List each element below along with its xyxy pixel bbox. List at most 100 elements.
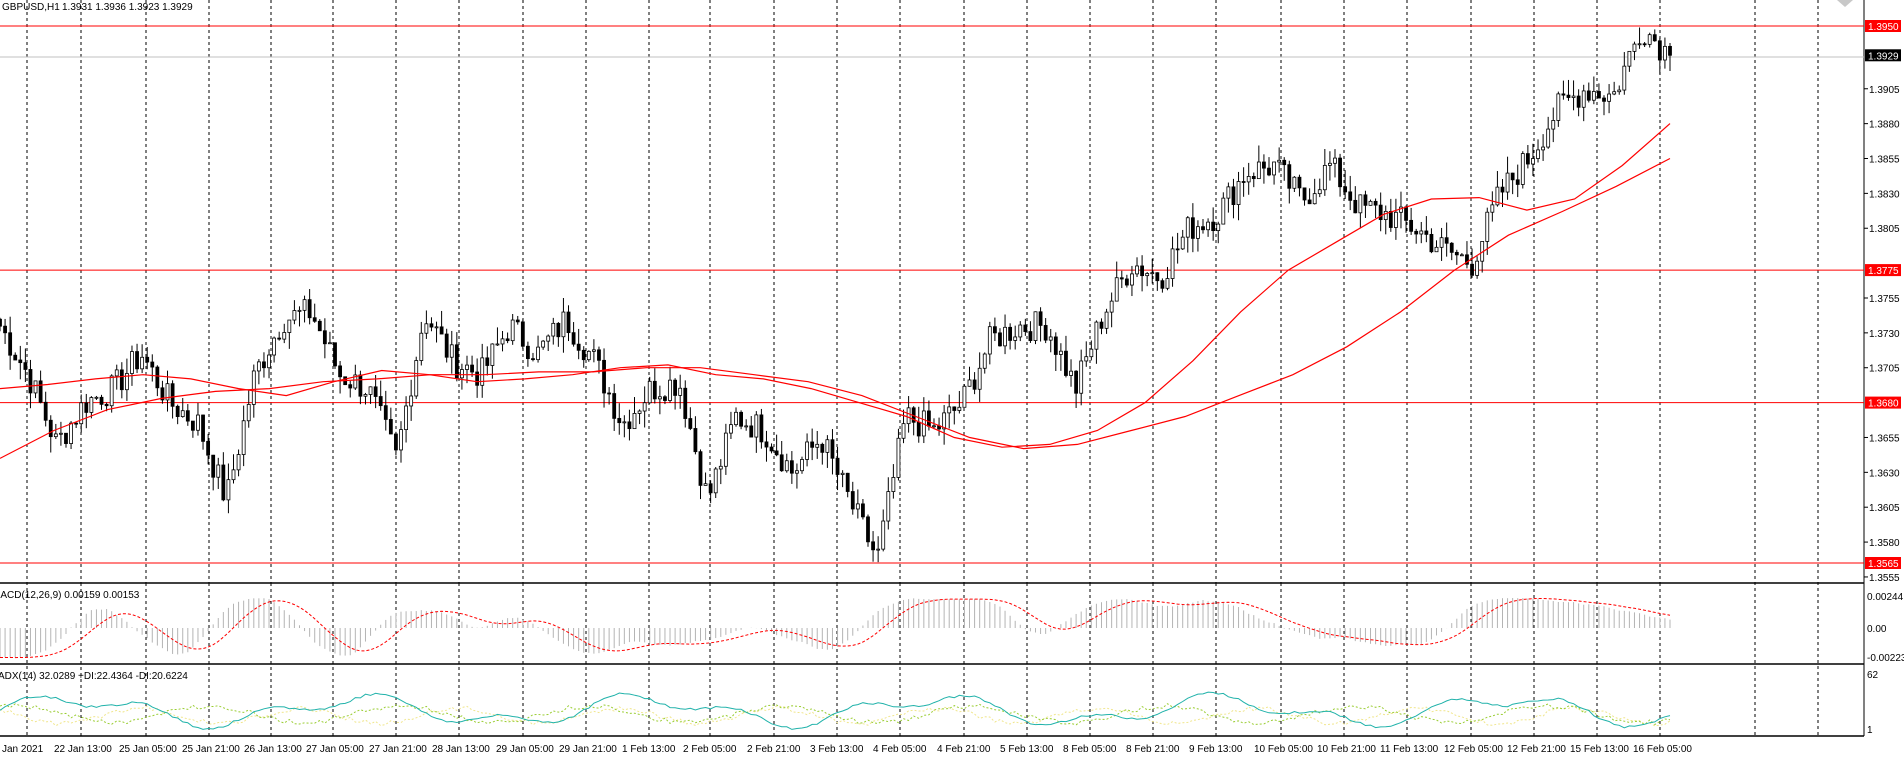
- candle-body: [668, 379, 672, 401]
- candle-body: [515, 319, 520, 323]
- candle-body: [322, 330, 327, 345]
- candle-body: [678, 387, 683, 396]
- candle-body: [962, 385, 967, 408]
- candle-body: [1043, 325, 1048, 341]
- candle-body: [866, 516, 870, 543]
- candle-body: [1114, 277, 1119, 302]
- candle-body: [439, 326, 444, 335]
- candle-body: [957, 406, 962, 411]
- candle-body: [1322, 164, 1327, 191]
- candle-body: [927, 410, 931, 427]
- candle-body: [1566, 94, 1571, 98]
- candle-body: [764, 441, 769, 448]
- candle-body: [74, 422, 79, 425]
- candle-body: [1185, 217, 1190, 238]
- current-price-tag: [1865, 49, 1901, 62]
- candle-body: [221, 464, 226, 501]
- candle-body: [1267, 167, 1271, 176]
- candle-body: [749, 425, 754, 438]
- candle-body: [1571, 95, 1576, 98]
- candle-body: [196, 414, 200, 431]
- candle-body: [1647, 34, 1652, 45]
- candle-body: [1003, 326, 1007, 347]
- candle-body: [1206, 221, 1210, 231]
- candle-body: [566, 311, 571, 334]
- time-tick-label: 22 Jan 13:00: [54, 744, 112, 755]
- candle-body: [404, 405, 408, 431]
- candle-body: [967, 379, 972, 387]
- candle-body: [1546, 128, 1551, 148]
- time-tick-label: 12 Feb 21:00: [1507, 744, 1566, 755]
- candle-body: [729, 424, 733, 434]
- candle-body: [1505, 172, 1510, 193]
- price-tick-label: 1.3880: [1869, 120, 1900, 131]
- candle-body: [901, 423, 906, 439]
- candle-body: [302, 299, 307, 311]
- candle-body: [307, 299, 312, 319]
- candle-body: [835, 457, 840, 475]
- time-tick-label: 15 Feb 13:00: [1570, 744, 1629, 755]
- candle-body: [104, 403, 109, 407]
- macd-indicator: [0, 598, 1671, 659]
- candle-body: [779, 454, 784, 472]
- candle-body: [810, 441, 815, 448]
- candle-body: [998, 332, 1002, 347]
- candle-body: [490, 343, 495, 366]
- candle-body: [256, 361, 261, 372]
- time-tick-label: Jan 2021: [2, 744, 44, 755]
- candle-body: [251, 370, 256, 405]
- candle-body: [876, 548, 881, 551]
- candle-body: [1165, 278, 1170, 289]
- time-tick-label: 4 Feb 05:00: [873, 744, 927, 755]
- candle-body: [607, 392, 612, 395]
- macd-label: MACD(12,26,9) 0.00159 0.00153: [0, 590, 140, 601]
- time-tick-label: 5 Feb 13:00: [1000, 744, 1054, 755]
- candle-body: [734, 411, 738, 426]
- candle-body: [1525, 153, 1530, 165]
- candle-body: [759, 414, 764, 443]
- candle-body: [830, 439, 835, 459]
- candle-body: [774, 450, 779, 456]
- candle-body: [69, 422, 73, 444]
- adx-tick-label: 62: [1867, 670, 1879, 681]
- candle-body: [1231, 186, 1236, 205]
- candle-body: [1348, 191, 1353, 201]
- candle-body: [388, 419, 393, 435]
- candle-body: [358, 374, 363, 397]
- price-tick-label: 1.3605: [1869, 503, 1900, 514]
- candle-body: [1622, 65, 1627, 91]
- candle-body: [150, 361, 155, 368]
- candle-body: [1363, 194, 1368, 206]
- candle-body: [1333, 157, 1337, 164]
- horizontal-levels: [0, 25, 1864, 564]
- candle-body: [647, 380, 652, 404]
- candle-body: [1124, 278, 1129, 286]
- candle-body: [1495, 186, 1500, 206]
- candle-body: [1241, 181, 1246, 183]
- candle-body: [642, 402, 647, 412]
- candle-body: [723, 432, 728, 467]
- adx-tick-label: 1: [1867, 725, 1873, 736]
- shift-marker-icon[interactable]: [1837, 0, 1853, 7]
- candle-body: [1515, 179, 1520, 185]
- candle-body: [739, 411, 743, 427]
- time-tick-label: 11 Feb 13:00: [1380, 744, 1439, 755]
- candle-body: [333, 342, 337, 367]
- candle-body: [190, 420, 195, 431]
- candle-body: [328, 342, 332, 345]
- candle-body: [1393, 211, 1398, 228]
- macd-tick-label: 0.00244: [1867, 592, 1904, 603]
- candlesticks: [0, 27, 1672, 563]
- candle-body: [1008, 326, 1013, 341]
- candle-body: [1388, 210, 1393, 228]
- candle-body: [246, 404, 251, 422]
- candle-body: [1551, 120, 1556, 130]
- level-price-label: 1.3775: [1868, 266, 1899, 277]
- candle-body: [972, 379, 977, 390]
- time-tick-label: 2 Feb 21:00: [747, 744, 801, 755]
- candle-body: [236, 454, 241, 471]
- candle-body: [1272, 161, 1276, 176]
- time-tick-label: 25 Jan 05:00: [119, 744, 177, 755]
- candle-body: [916, 421, 921, 437]
